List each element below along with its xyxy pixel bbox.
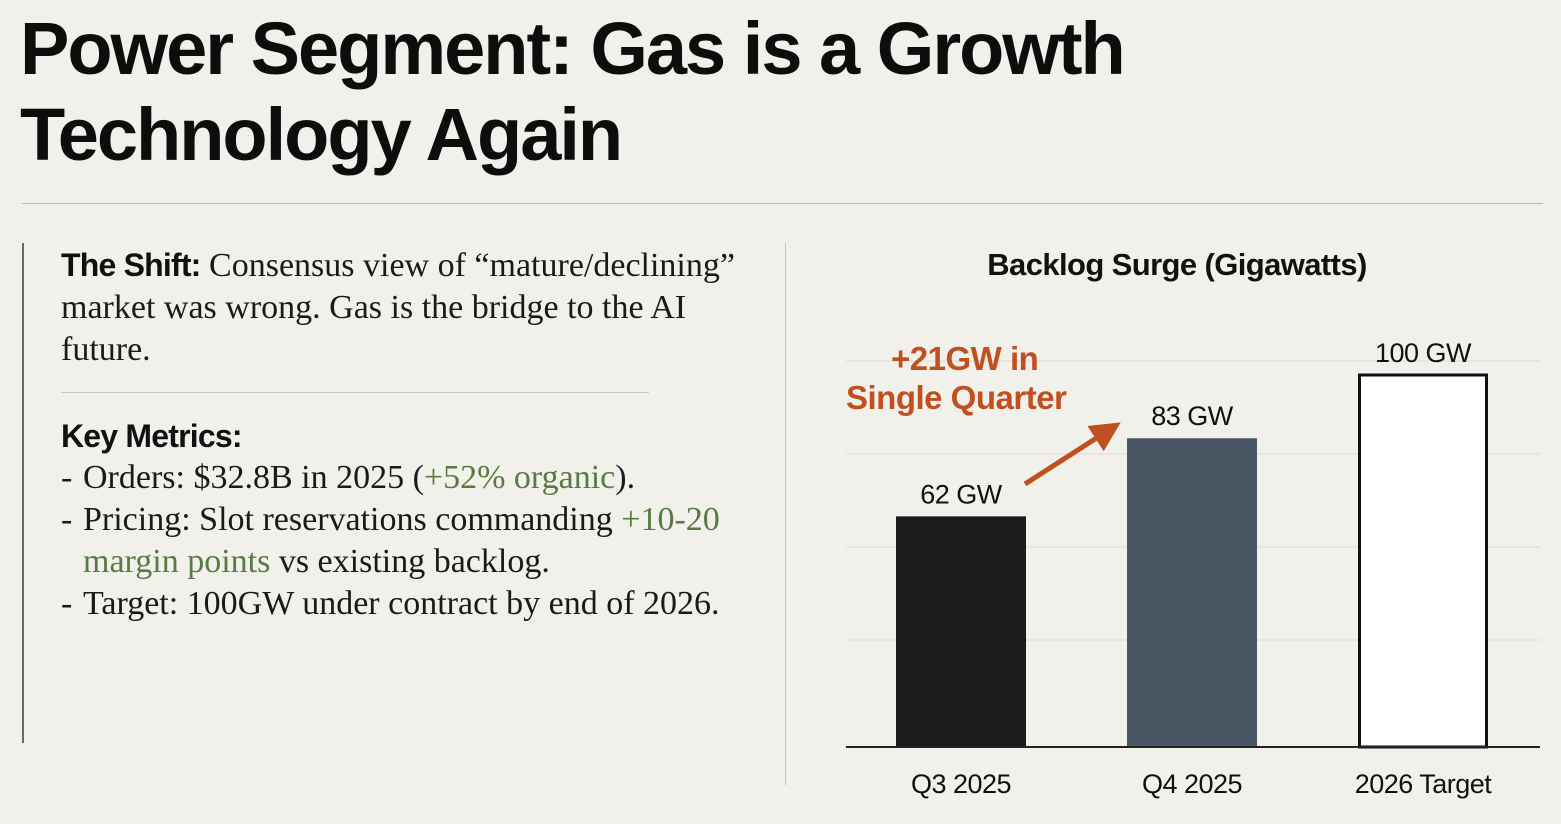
data-label-2026-target: 100 GW xyxy=(1375,338,1472,368)
metric-pricing-highlight: +10-20 margin points xyxy=(83,501,720,580)
shift-text: Consensus view of “mature/declining” mar… xyxy=(61,247,735,368)
metric-dash: - xyxy=(61,585,73,622)
annotation-arrow xyxy=(1023,422,1121,487)
metric-target: - Target: 100GW under contract by end of… xyxy=(61,583,741,625)
chart-bars: 62 GW Q3 2025 83 GW Q4 2025 100 GW 2026 Targe… xyxy=(896,338,1493,799)
bar-q4-2025 xyxy=(1127,438,1257,747)
metric-pricing: - Pricing: Slot reservations commanding … xyxy=(61,499,741,583)
page-title: Power Segment: Gas is a Growth Technolog… xyxy=(20,6,1520,178)
section-divider xyxy=(61,392,649,393)
chart-title: Backlog Surge (Gigawatts) xyxy=(987,247,1366,282)
metrics-list: - Orders: $32.8B in 2025 (+52% organic).… xyxy=(61,457,741,625)
metric-pricing-text: Pricing: Slot reservations commanding xyxy=(83,501,622,538)
metric-orders-text: Orders: $32.8B in 2025 ( xyxy=(83,459,424,496)
data-label-q4-2025: 83 GW xyxy=(1151,401,1234,431)
chart-annotation: +21GW in Single Quarter xyxy=(846,340,1121,487)
metrics-heading: Key Metrics: xyxy=(61,418,243,454)
metric-orders: - Orders: $32.8B in 2025 (+52% organic). xyxy=(61,457,741,499)
left-column: The Shift: Consensus view of “mature/dec… xyxy=(61,244,741,625)
bar-2026-target xyxy=(1358,373,1488,749)
title-line-2: Technology Again xyxy=(20,93,623,176)
title-line-1: Power Segment: Gas is a Growth xyxy=(20,7,1126,90)
metric-target-text: Target: 100GW under contract by end of 2… xyxy=(83,585,720,622)
tick-label-2026-target: 2026 Target xyxy=(1355,769,1493,799)
title-divider xyxy=(22,203,1543,204)
shift-paragraph: The Shift: Consensus view of “mature/dec… xyxy=(61,244,741,371)
bar-q3-2025 xyxy=(896,516,1026,747)
metric-orders-post: ). xyxy=(615,459,636,496)
tick-label-q4-2025: Q4 2025 xyxy=(1142,769,1242,799)
annotation-line-1: +21GW in xyxy=(891,340,1038,377)
metric-dash: - xyxy=(61,459,73,496)
metric-orders-highlight: +52% organic xyxy=(423,459,616,496)
data-label-q3-2025: 62 GW xyxy=(920,479,1003,509)
metric-pricing-post: vs existing backlog. xyxy=(270,543,550,580)
column-divider xyxy=(785,243,786,785)
annotation-line-2: Single Quarter xyxy=(846,379,1067,416)
tick-label-q3-2025: Q3 2025 xyxy=(911,769,1011,799)
shift-label: The Shift: xyxy=(61,247,201,283)
left-accent-bar xyxy=(22,243,24,743)
metric-dash: - xyxy=(61,501,73,538)
